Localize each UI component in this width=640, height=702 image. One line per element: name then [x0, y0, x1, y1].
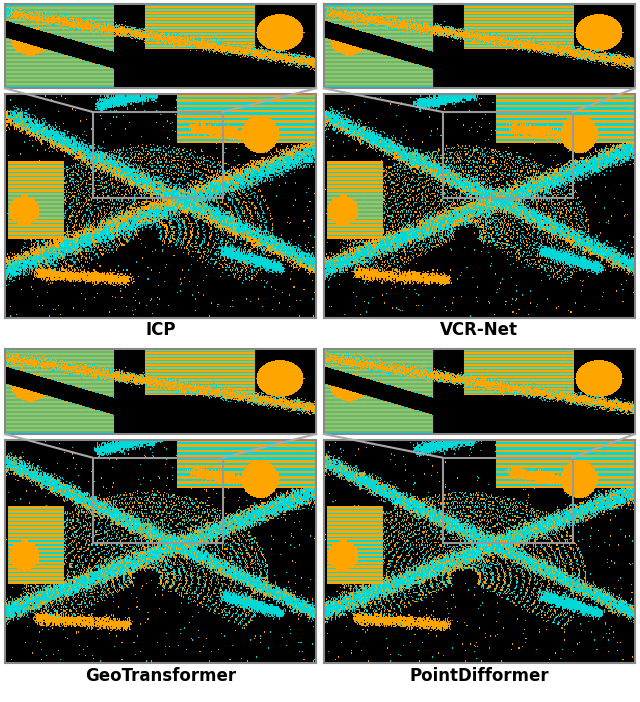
Bar [442, 458, 573, 543]
Text: GeoTransformer: GeoTransformer [85, 667, 236, 685]
Bar [442, 112, 573, 197]
Text: VCR-Net: VCR-Net [440, 322, 518, 339]
Bar [93, 458, 223, 543]
Bar [93, 112, 223, 197]
Text: ICP: ICP [145, 322, 176, 339]
Text: PointDifformer: PointDifformer [410, 667, 549, 685]
